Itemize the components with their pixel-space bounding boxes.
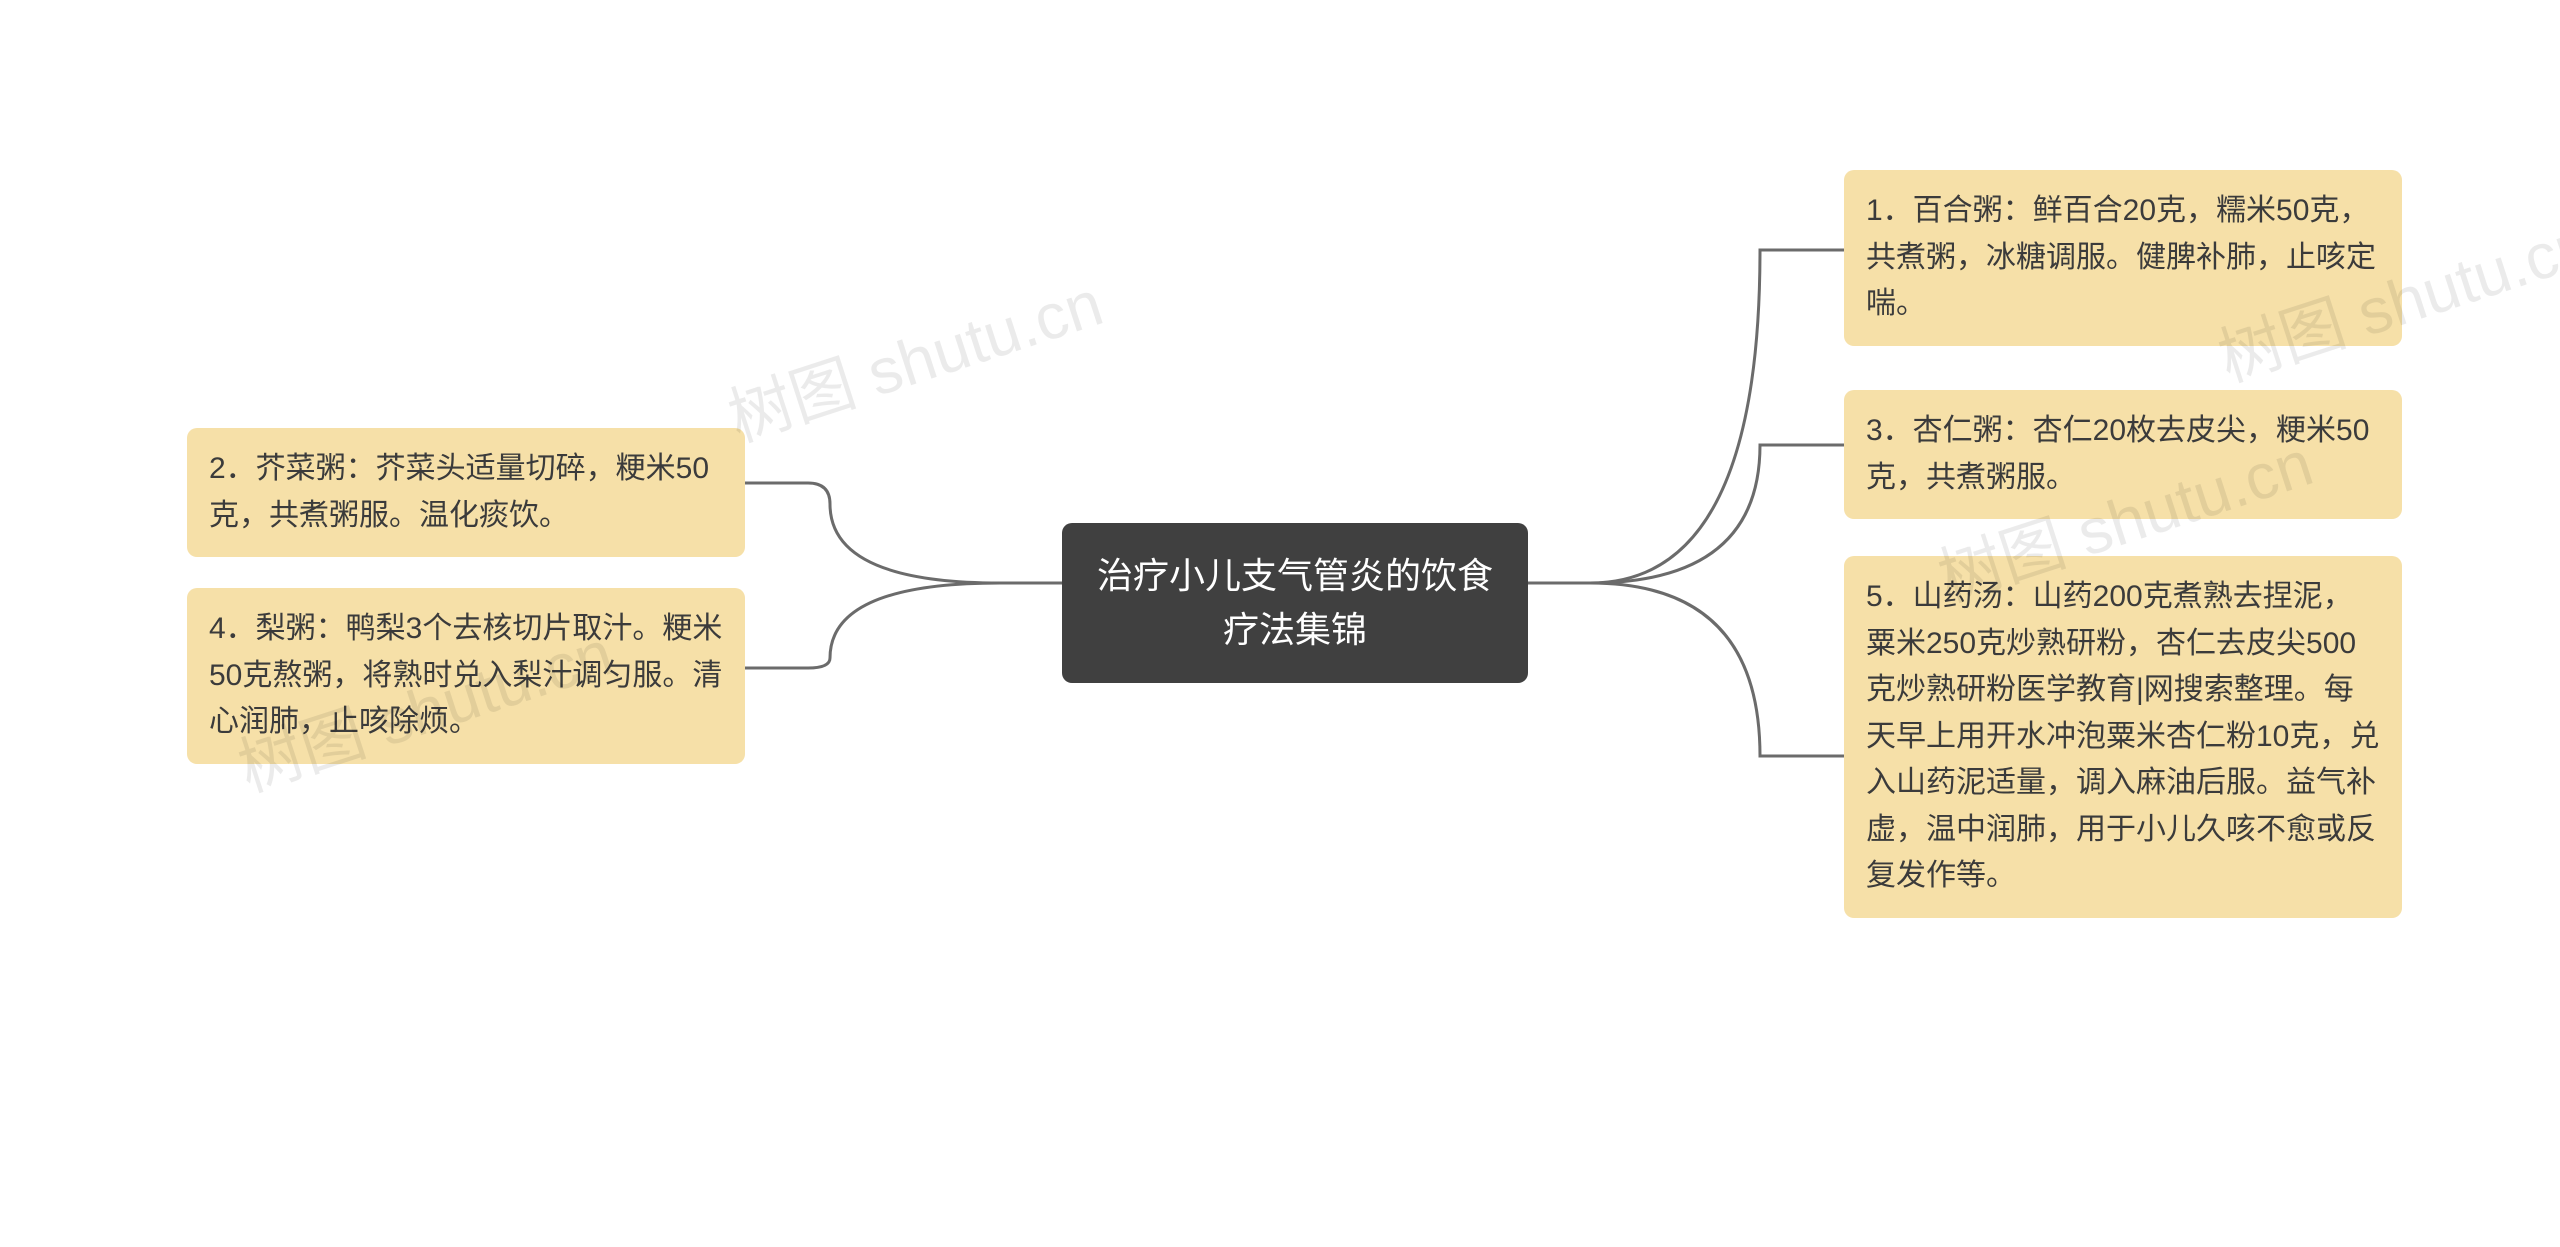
leaf-node-n2[interactable]: 2．芥菜粥：芥菜头适量切碎，粳米50克，共煮粥服。温化痰饮。 (187, 428, 745, 557)
connector-right-n1 (1528, 250, 1844, 583)
leaf-node-n5[interactable]: 5．山药汤：山药200克煮熟去捏泥，粟米250克炒熟研粉，杏仁去皮尖500克炒熟… (1844, 556, 2402, 918)
leaf-text: 4．梨粥：鸭梨3个去核切片取汁。粳米50克熬粥，将熟时兑入梨汁调匀服。清心润肺，… (209, 612, 722, 738)
center-node[interactable]: 治疗小儿支气管炎的饮食疗法集锦 (1062, 523, 1528, 683)
leaf-node-n1[interactable]: 1．百合粥：鲜百合20克，糯米50克，共煮粥，冰糖调服。健脾补肺，止咳定喘。 (1844, 170, 2402, 346)
leaf-text: 1．百合粥：鲜百合20克，糯米50克，共煮粥，冰糖调服。健脾补肺，止咳定喘。 (1866, 194, 2376, 320)
connector-left-n2 (745, 483, 1062, 583)
leaf-node-n4[interactable]: 4．梨粥：鸭梨3个去核切片取汁。粳米50克熬粥，将熟时兑入梨汁调匀服。清心润肺，… (187, 588, 745, 764)
connector-right-n5 (1528, 583, 1844, 756)
leaf-text: 5．山药汤：山药200克煮熟去捏泥，粟米250克炒熟研粉，杏仁去皮尖500克炒熟… (1866, 580, 2379, 892)
center-node-text: 治疗小儿支气管炎的饮食疗法集锦 (1097, 555, 1493, 650)
leaf-text: 3．杏仁粥：杏仁20枚去皮尖，粳米50克，共煮粥服。 (1866, 414, 2369, 494)
connector-right-n3 (1528, 445, 1844, 583)
connector-left-n4 (745, 583, 1062, 668)
leaf-text: 2．芥菜粥：芥菜头适量切碎，粳米50克，共煮粥服。温化痰饮。 (209, 452, 709, 532)
mindmap-canvas: 治疗小儿支气管炎的饮食疗法集锦 2．芥菜粥：芥菜头适量切碎，粳米50克，共煮粥服… (0, 0, 2560, 1247)
leaf-node-n3[interactable]: 3．杏仁粥：杏仁20枚去皮尖，粳米50克，共煮粥服。 (1844, 390, 2402, 519)
